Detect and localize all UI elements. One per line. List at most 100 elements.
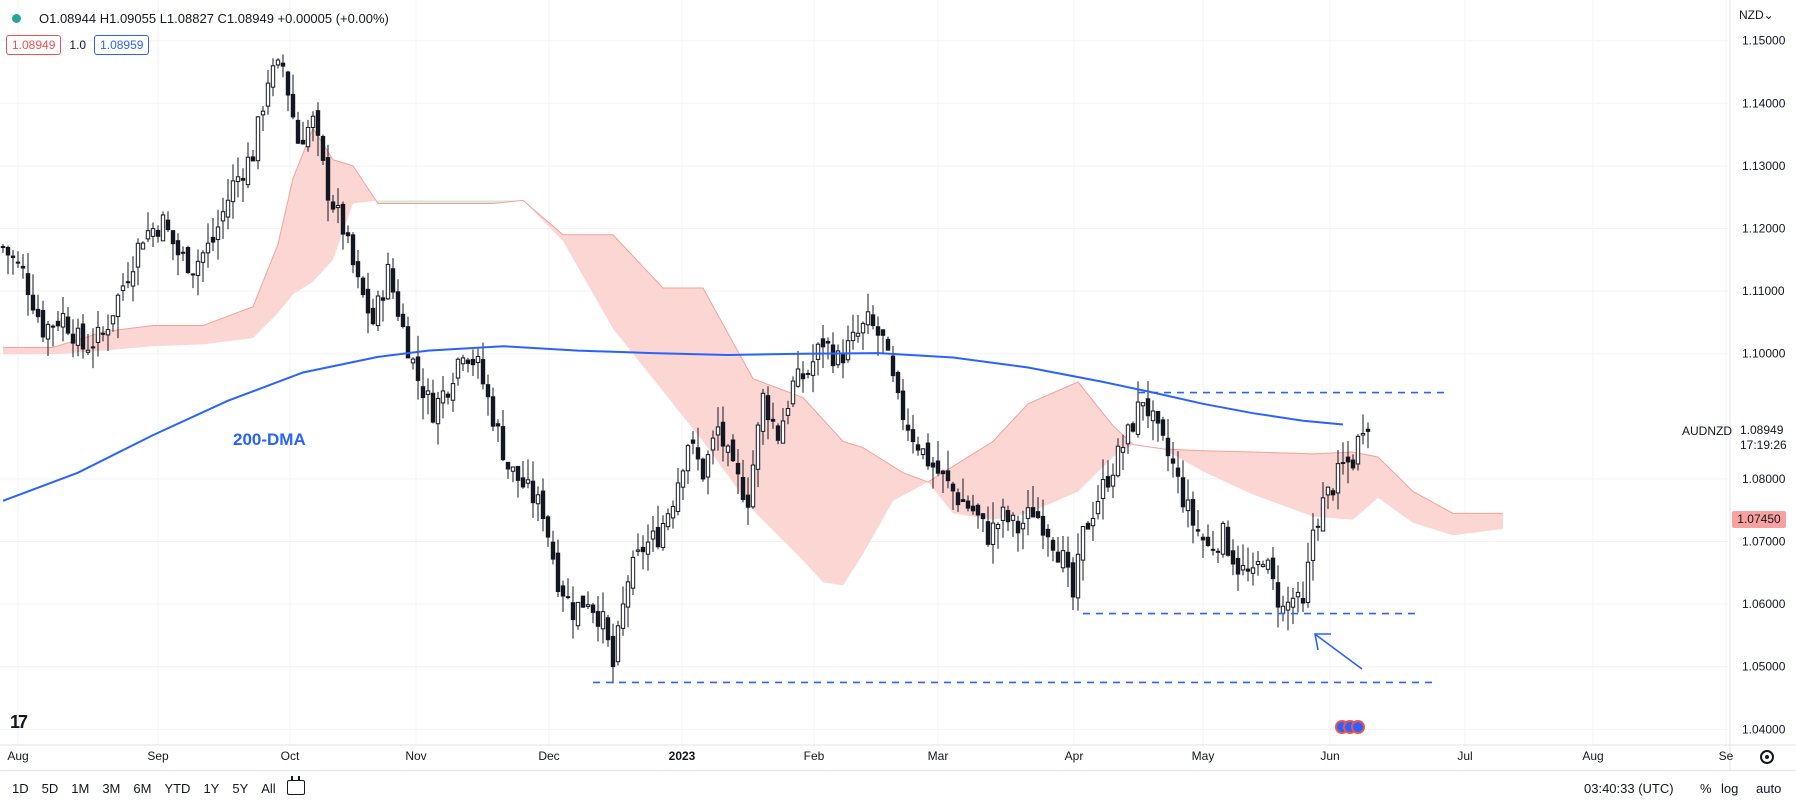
candle-body	[345, 232, 351, 237]
candle-body	[920, 448, 926, 456]
candle-body	[100, 332, 106, 335]
cloud-segment	[223, 316, 228, 342]
utc-clock[interactable]: 03:40:33 (UTC)	[1584, 781, 1674, 796]
cloud-segment	[1423, 496, 1428, 528]
candle-body	[140, 242, 146, 250]
price-axis[interactable]: 1.15000 1.14000 1.13000 1.12000 1.11000 1.100…	[1729, 0, 1786, 770]
cloud-segment	[1363, 454, 1368, 511]
candle-body	[320, 135, 326, 161]
tf-ytd[interactable]: YTD	[164, 781, 191, 796]
candle-body	[870, 314, 876, 327]
candle-body	[1070, 562, 1076, 598]
cloud-segment	[413, 200, 418, 204]
time-axis[interactable]: Aug Sep Oct Nov Dec 2023 Feb Mar Apr May Jun Jul Aug…	[0, 744, 1796, 763]
ichimoku-cloud	[3, 127, 1503, 586]
cloud-segment	[898, 469, 903, 499]
ask-price[interactable]: 1.08959	[94, 35, 150, 55]
candle-body	[995, 524, 1001, 530]
event-flags-icon[interactable]	[1335, 720, 1365, 739]
candle-body	[325, 157, 331, 201]
cloud-segment	[348, 164, 353, 218]
cloud-segment	[1108, 419, 1113, 462]
candle-body	[695, 447, 701, 460]
cloud-segment	[1268, 452, 1273, 502]
candle-body	[910, 429, 916, 443]
cloud-segment	[818, 413, 823, 583]
log-toggle[interactable]: log	[1721, 781, 1739, 796]
time-tick-label: Mar	[928, 749, 949, 763]
bid-price[interactable]: 1.08949	[6, 35, 62, 55]
candle-body	[395, 291, 401, 317]
tf-6m[interactable]: 6M	[133, 781, 152, 796]
tf-1m[interactable]: 1M	[71, 781, 90, 796]
cloud-segment	[68, 341, 73, 354]
candle-body	[780, 420, 786, 444]
cloud-segment	[958, 460, 963, 515]
cloud-segment	[13, 347, 18, 355]
cloud-segment	[1368, 455, 1373, 507]
candle-body	[50, 325, 56, 328]
candle-body	[720, 421, 726, 447]
candle-body	[1035, 511, 1041, 519]
candle-body	[705, 454, 711, 478]
candle-body	[585, 604, 591, 607]
cloud-segment	[833, 430, 838, 585]
candle-body	[835, 350, 841, 366]
cloud-segment	[1398, 476, 1403, 516]
cloud-segment	[1453, 513, 1458, 536]
cloud-segment	[118, 329, 123, 350]
cloud-segment	[113, 329, 118, 350]
cloud-segment	[658, 282, 663, 392]
tf-1d[interactable]: 1D	[12, 781, 29, 796]
cloud-segment	[128, 328, 133, 349]
cloud-segment	[903, 472, 908, 496]
tf-all[interactable]: All	[261, 781, 276, 796]
auto-toggle[interactable]: auto	[1756, 781, 1782, 796]
cloud-segment	[1193, 450, 1198, 469]
currency-selector[interactable]: NZD⌄	[1739, 8, 1774, 22]
candle-body	[535, 494, 541, 505]
cloud-segment	[298, 153, 303, 292]
cloud-segment	[863, 447, 868, 555]
candle-body	[110, 315, 116, 325]
bid-ask-boxes[interactable]: 1.08949 1.0 1.08959	[6, 35, 150, 55]
candle-body	[315, 110, 321, 136]
cloud-segment	[1383, 461, 1388, 505]
candle-body	[670, 506, 676, 519]
tradingview-logo-icon[interactable]: 17	[10, 712, 28, 732]
cloud-segment	[458, 200, 463, 204]
tf-3m[interactable]: 3M	[102, 781, 121, 796]
candle-body	[435, 397, 441, 425]
candle-body	[480, 359, 486, 385]
cloud-segment	[468, 200, 473, 204]
cloud-segment	[593, 234, 598, 303]
candle-body	[1195, 529, 1201, 532]
candle-body	[675, 482, 681, 512]
candle-body	[165, 219, 171, 231]
tf-5d[interactable]: 5D	[41, 781, 59, 796]
cloud-segment	[928, 478, 933, 489]
percent-toggle[interactable]: %	[1700, 781, 1712, 796]
candle-body	[340, 203, 346, 235]
tf-5y[interactable]: 5Y	[232, 781, 249, 796]
cloud-segment	[918, 478, 923, 488]
price-chart[interactable]: 1.15000 1.14000 1.13000 1.12000 1.11000 1.100…	[0, 0, 1796, 770]
event-flag[interactable]	[1351, 720, 1365, 734]
candle-body	[20, 265, 26, 269]
candle-body	[800, 373, 806, 380]
cloud-segment	[773, 386, 778, 536]
candle-body	[580, 595, 586, 608]
calendar-range-icon[interactable]	[287, 776, 305, 795]
moving-average-200	[2, 345, 1344, 502]
settings-icon[interactable]	[1760, 750, 1774, 764]
tf-1y[interactable]: 1Y	[203, 781, 220, 796]
candle-body	[955, 492, 961, 506]
cloud-segment	[198, 325, 203, 345]
candle-body	[1220, 522, 1226, 555]
cloud-segment	[663, 287, 668, 398]
candle-body	[1340, 462, 1346, 465]
candle-body	[1115, 445, 1121, 477]
cloud-segment	[803, 397, 808, 566]
candle-body	[1365, 428, 1371, 432]
cloud-segment	[568, 234, 573, 259]
